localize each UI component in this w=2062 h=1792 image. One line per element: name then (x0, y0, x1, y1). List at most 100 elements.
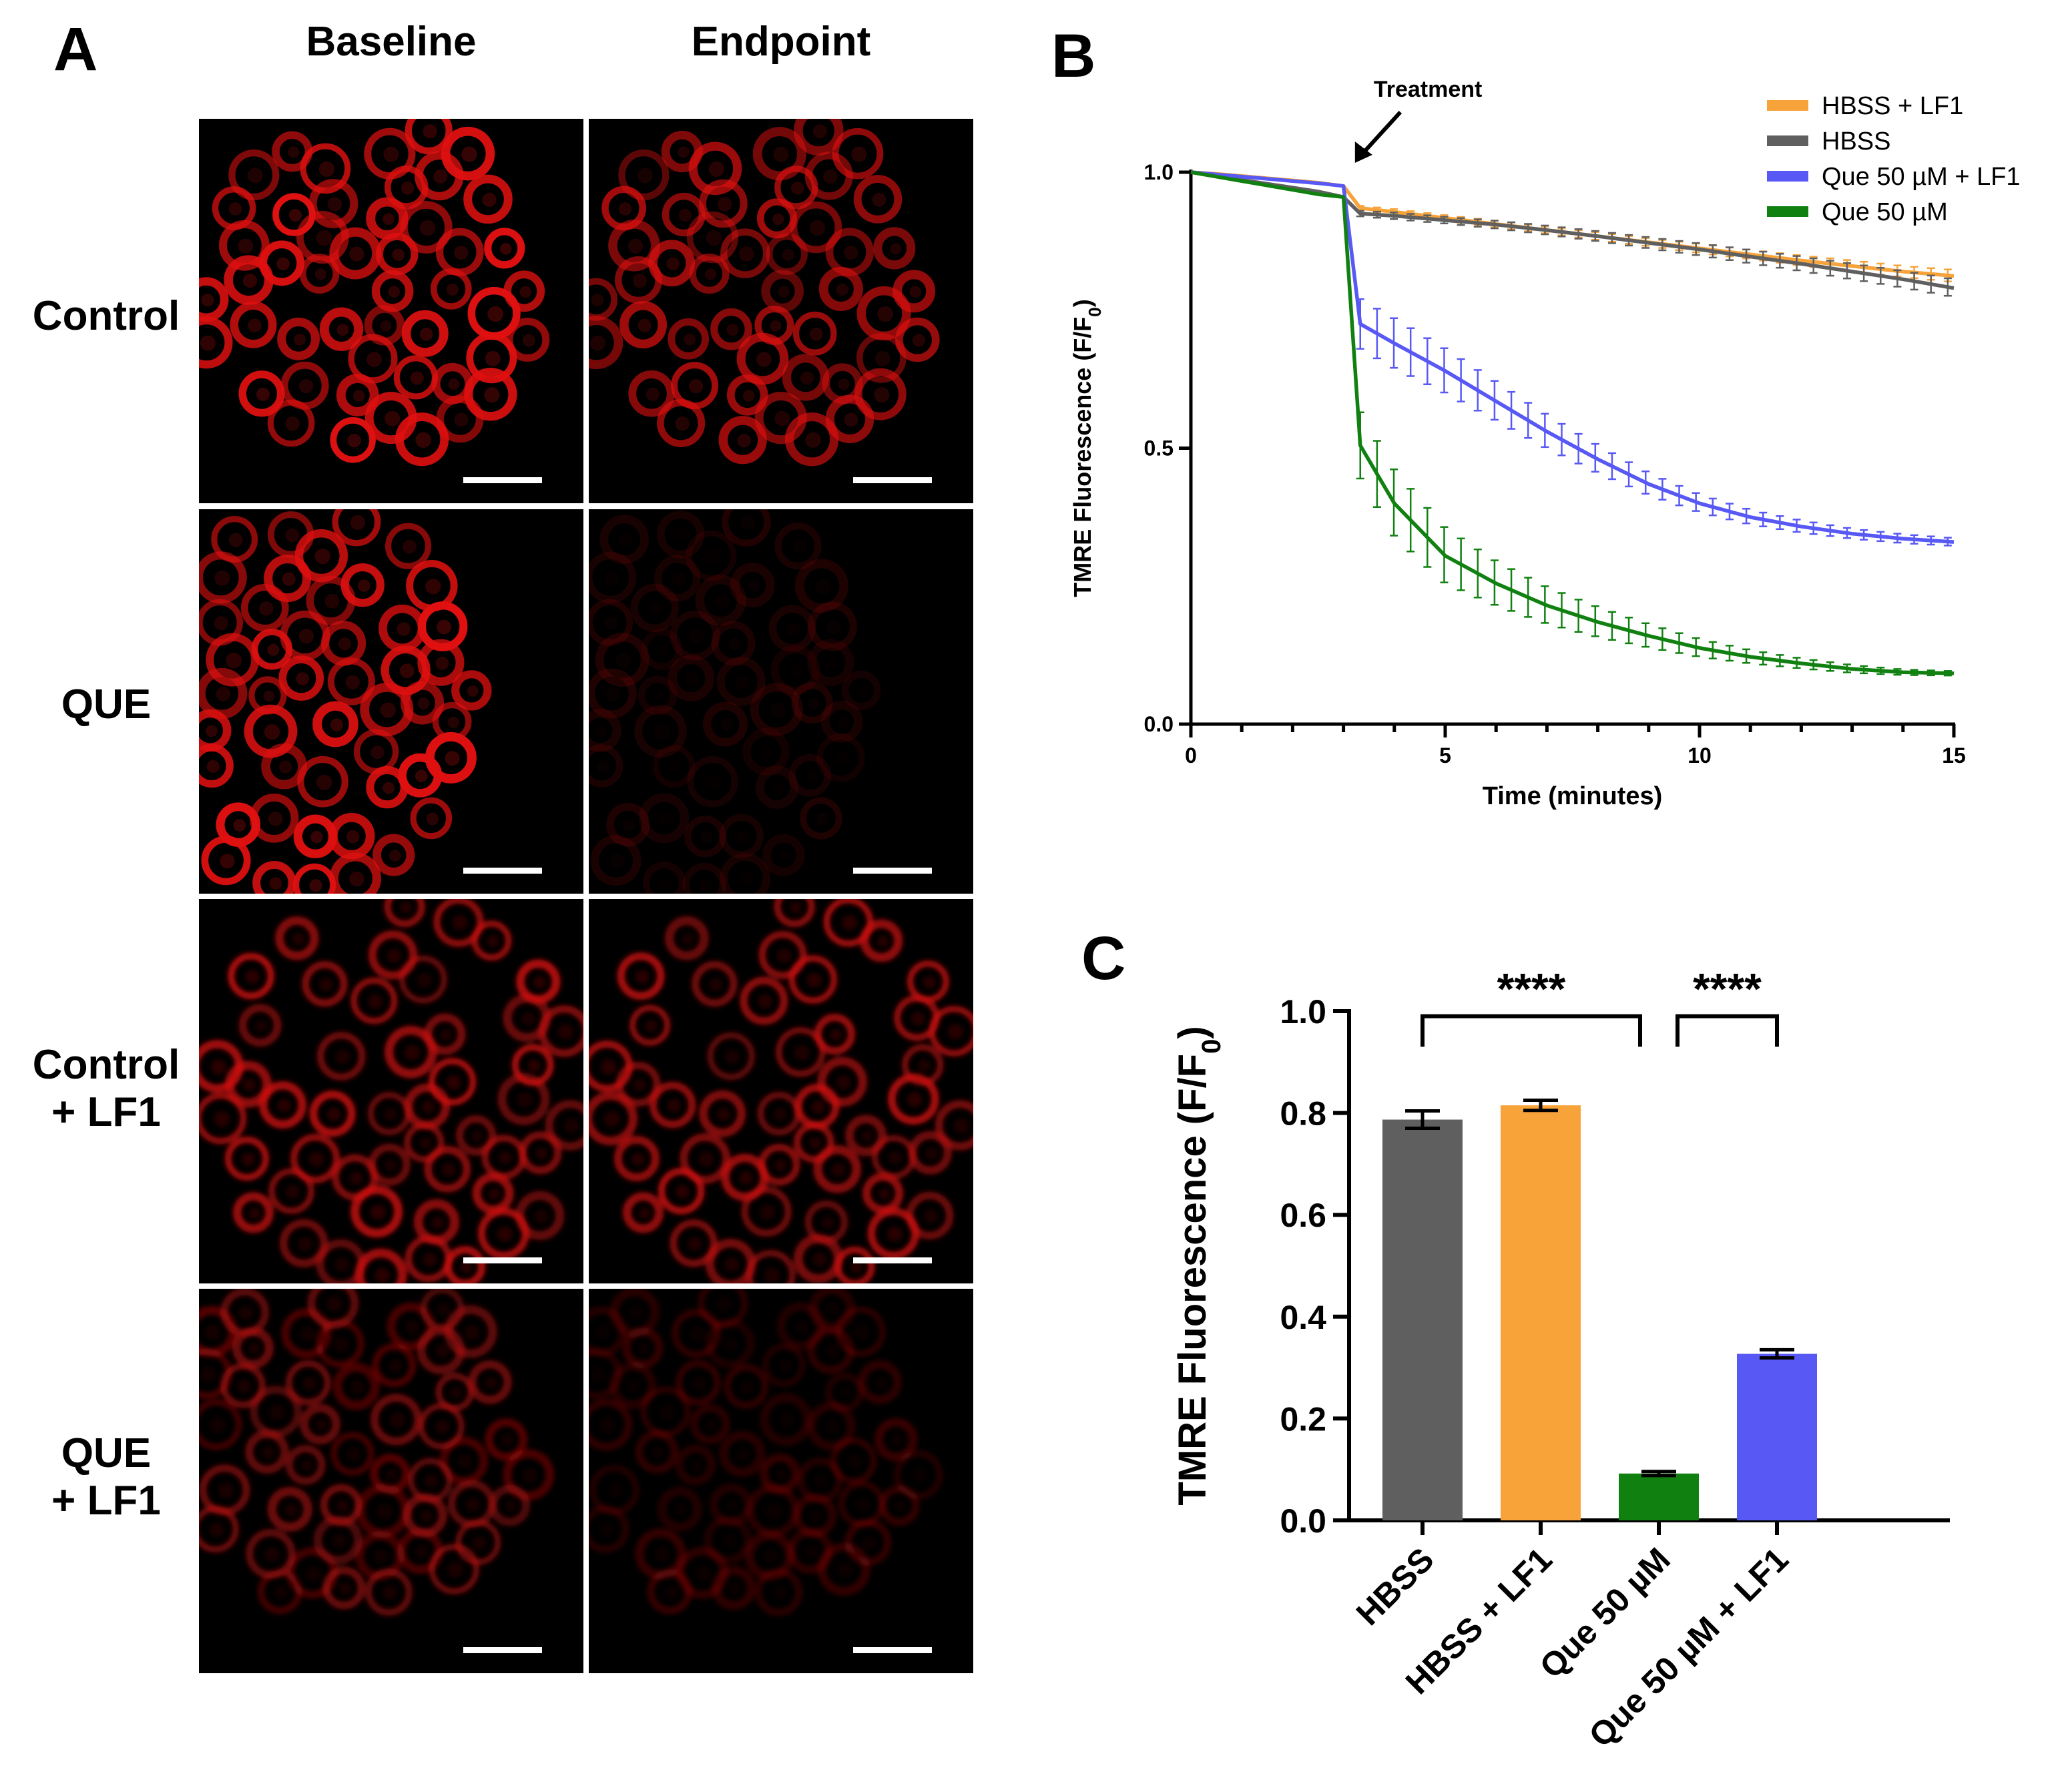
cell (762, 1343, 806, 1387)
cell-center (233, 819, 246, 832)
cell (395, 412, 449, 467)
cell (719, 1430, 766, 1477)
scale-bar (463, 1647, 542, 1653)
cell (750, 683, 803, 736)
cell-cluster (199, 899, 583, 1283)
cell-center (706, 230, 722, 246)
cell-center (347, 433, 361, 448)
cell-cluster (589, 509, 881, 894)
cell-center (300, 1326, 316, 1341)
cell (637, 675, 678, 715)
cell-center (482, 192, 497, 207)
cell-center (595, 725, 607, 737)
cell (455, 1519, 501, 1565)
cell-center (497, 1226, 513, 1242)
cell-center (401, 182, 415, 195)
cell-center (334, 1337, 349, 1352)
cell (858, 1360, 902, 1404)
cell-center (645, 1020, 658, 1032)
cell-center (454, 245, 469, 260)
cell (895, 317, 940, 362)
cell (724, 1364, 769, 1409)
cell-center (675, 528, 689, 542)
cell-cluster (199, 509, 492, 894)
cell-center (720, 718, 733, 731)
cell (757, 1091, 802, 1136)
cell (322, 1566, 366, 1610)
cell-center (780, 1413, 795, 1428)
cell (399, 955, 447, 1004)
cell-center (308, 1151, 324, 1167)
cell (664, 916, 709, 960)
cell-center (277, 1099, 291, 1113)
cell-center (466, 1497, 481, 1512)
cell-center (489, 1188, 501, 1200)
cell-center (214, 1111, 230, 1127)
cell-center (487, 935, 499, 948)
cell-center (688, 1237, 702, 1251)
cell-center (499, 1151, 512, 1165)
treatment-arrowhead (1354, 141, 1372, 163)
cell-center (292, 932, 305, 946)
cell-center (419, 327, 433, 341)
cell-center (874, 350, 890, 366)
cell-center (886, 1226, 903, 1242)
cell (455, 1115, 497, 1156)
cell (238, 370, 285, 417)
cell-center (487, 306, 503, 322)
cell (790, 201, 842, 254)
cell-center (954, 1118, 969, 1134)
cell (754, 305, 794, 345)
cell-center (442, 1163, 456, 1177)
cell-center (419, 1137, 432, 1149)
cell (199, 1399, 242, 1450)
cell-center (619, 533, 633, 547)
cell-center (737, 433, 751, 448)
row-label-line: QUE (61, 1430, 152, 1476)
cell (622, 1192, 664, 1233)
cell-center (306, 1566, 322, 1582)
cell-center (924, 1209, 939, 1223)
cell-center (717, 1107, 731, 1121)
cell-center (608, 1483, 623, 1498)
cell-center (294, 333, 306, 346)
cell (589, 599, 633, 646)
cell (652, 745, 696, 788)
cell-center (678, 208, 692, 222)
cell (441, 126, 495, 181)
cell (841, 670, 881, 710)
cell (684, 816, 726, 858)
cell-center (850, 1261, 862, 1273)
cell-center (795, 1320, 809, 1334)
cell (707, 1032, 756, 1081)
cell-center (319, 978, 333, 992)
cell-center (628, 1305, 643, 1320)
cell (635, 1430, 679, 1474)
cell-center (666, 257, 680, 271)
cell (380, 645, 431, 695)
cell-center (426, 812, 439, 826)
cell-center (812, 124, 827, 139)
cell (431, 268, 472, 310)
cell-center (874, 1376, 888, 1390)
cell (293, 814, 338, 858)
cell (816, 733, 865, 782)
cell (726, 374, 768, 416)
cell-center (397, 622, 411, 636)
cell (808, 601, 857, 651)
cell-center (792, 540, 806, 554)
cell-center (684, 333, 696, 346)
cell-center (658, 812, 673, 826)
cell-center (618, 202, 632, 216)
cell (671, 362, 719, 410)
cell-center (366, 352, 382, 367)
series-line (1190, 170, 1955, 544)
cell-center (345, 675, 360, 689)
cell-center (446, 1075, 461, 1090)
cell-center (891, 1434, 904, 1446)
series-2 (1190, 170, 1955, 547)
panel-a-letter: A (53, 15, 98, 83)
cell-center (779, 1360, 792, 1372)
cell-center (708, 161, 725, 178)
cell-center (821, 1216, 834, 1229)
